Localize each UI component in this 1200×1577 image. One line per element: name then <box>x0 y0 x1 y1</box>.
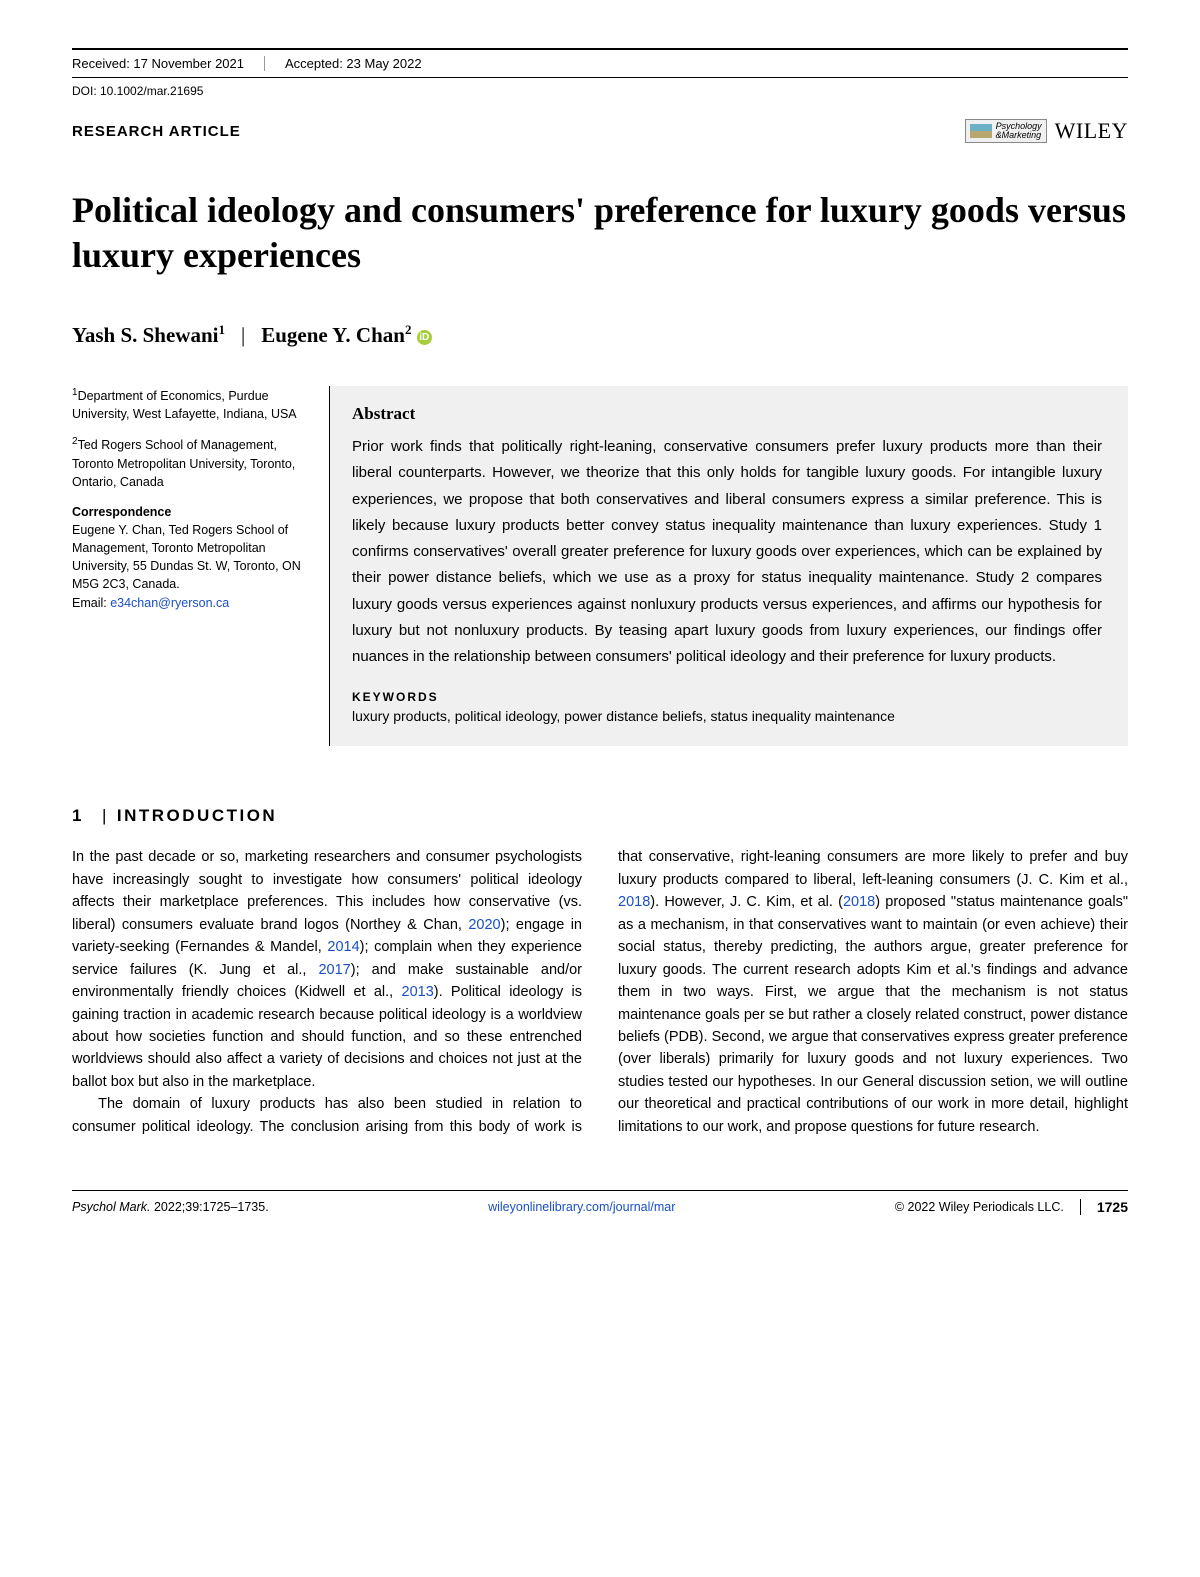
footer-right: © 2022 Wiley Periodicals LLC. 1725 <box>895 1199 1128 1215</box>
footer-copyright: © 2022 Wiley Periodicals LLC. <box>895 1200 1064 1214</box>
wiley-logo: WILEY <box>1055 118 1128 144</box>
orcid-icon[interactable]: iD <box>417 330 432 345</box>
abstract-column: Abstract Prior work finds that political… <box>330 386 1128 746</box>
author-list: Yash S. Shewani1 | Eugene Y. Chan2 iD <box>72 322 1128 348</box>
correspondence-block: Correspondence Eugene Y. Chan, Ted Roger… <box>72 503 309 612</box>
citation-link[interactable]: 2018 <box>843 894 875 910</box>
journal-logo-text: Psychology &Marketing <box>996 122 1042 140</box>
journal-logo: Psychology &Marketing <box>965 119 1047 143</box>
citation-link[interactable]: 2014 <box>327 939 359 955</box>
article-type-row: RESEARCH ARTICLE Psychology &Marketing W… <box>72 118 1128 144</box>
journal-logo-stripe <box>970 124 992 138</box>
accepted-date: Accepted: 23 May 2022 <box>285 56 422 71</box>
affiliation-2: 2Ted Rogers School of Management, Toront… <box>72 435 309 491</box>
footer-url: wileyonlinelibrary.com/journal/mar <box>488 1200 675 1214</box>
correspondence-email-link[interactable]: e34chan@ryerson.ca <box>110 596 229 610</box>
abstract-text: Prior work finds that politically right-… <box>352 434 1102 670</box>
article-type-label: RESEARCH ARTICLE <box>72 123 241 140</box>
author-1: Yash S. Shewani1 <box>72 322 225 348</box>
intro-paragraph-1: In the past decade or so, marketing rese… <box>72 846 582 1093</box>
received-date: Received: 17 November 2021 <box>72 56 265 71</box>
keywords-text: luxury products, political ideology, pow… <box>352 708 1102 724</box>
citation-link[interactable]: 2020 <box>468 917 500 933</box>
correspondence-email-label: Email: <box>72 596 110 610</box>
body-text: In the past decade or so, marketing rese… <box>72 846 1128 1138</box>
article-header-dates: Received: 17 November 2021 Accepted: 23 … <box>72 48 1128 78</box>
doi-text: DOI: 10.1002/mar.21695 <box>72 84 1128 98</box>
footer-url-link[interactable]: wileyonlinelibrary.com/journal/mar <box>488 1200 675 1214</box>
publisher-logos: Psychology &Marketing WILEY <box>965 118 1128 144</box>
affiliation-column: 1Department of Economics, Purdue Univers… <box>72 386 330 746</box>
citation-link[interactable]: 2013 <box>402 984 434 1000</box>
keywords-heading: KEYWORDS <box>352 690 1102 704</box>
article-title: Political ideology and consumers' prefer… <box>72 188 1128 278</box>
abstract-heading: Abstract <box>352 404 1102 424</box>
citation-link[interactable]: 2018 <box>618 894 650 910</box>
footer-page-number: 1725 <box>1080 1199 1128 1215</box>
author-2: Eugene Y. Chan2 iD <box>261 322 432 348</box>
section-heading-intro: 1|INTRODUCTION <box>72 806 1128 826</box>
correspondence-heading: Correspondence <box>72 505 171 519</box>
correspondence-text: Eugene Y. Chan, Ted Rogers School of Man… <box>72 523 301 591</box>
affiliation-1: 1Department of Economics, Purdue Univers… <box>72 386 309 423</box>
footer-citation: Psychol Mark. 2022;39:1725–1735. <box>72 1200 269 1214</box>
page-footer: Psychol Mark. 2022;39:1725–1735. wileyon… <box>72 1190 1128 1215</box>
meta-abstract-row: 1Department of Economics, Purdue Univers… <box>72 386 1128 746</box>
author-separator: | <box>241 323 245 348</box>
citation-link[interactable]: 2017 <box>318 962 350 978</box>
